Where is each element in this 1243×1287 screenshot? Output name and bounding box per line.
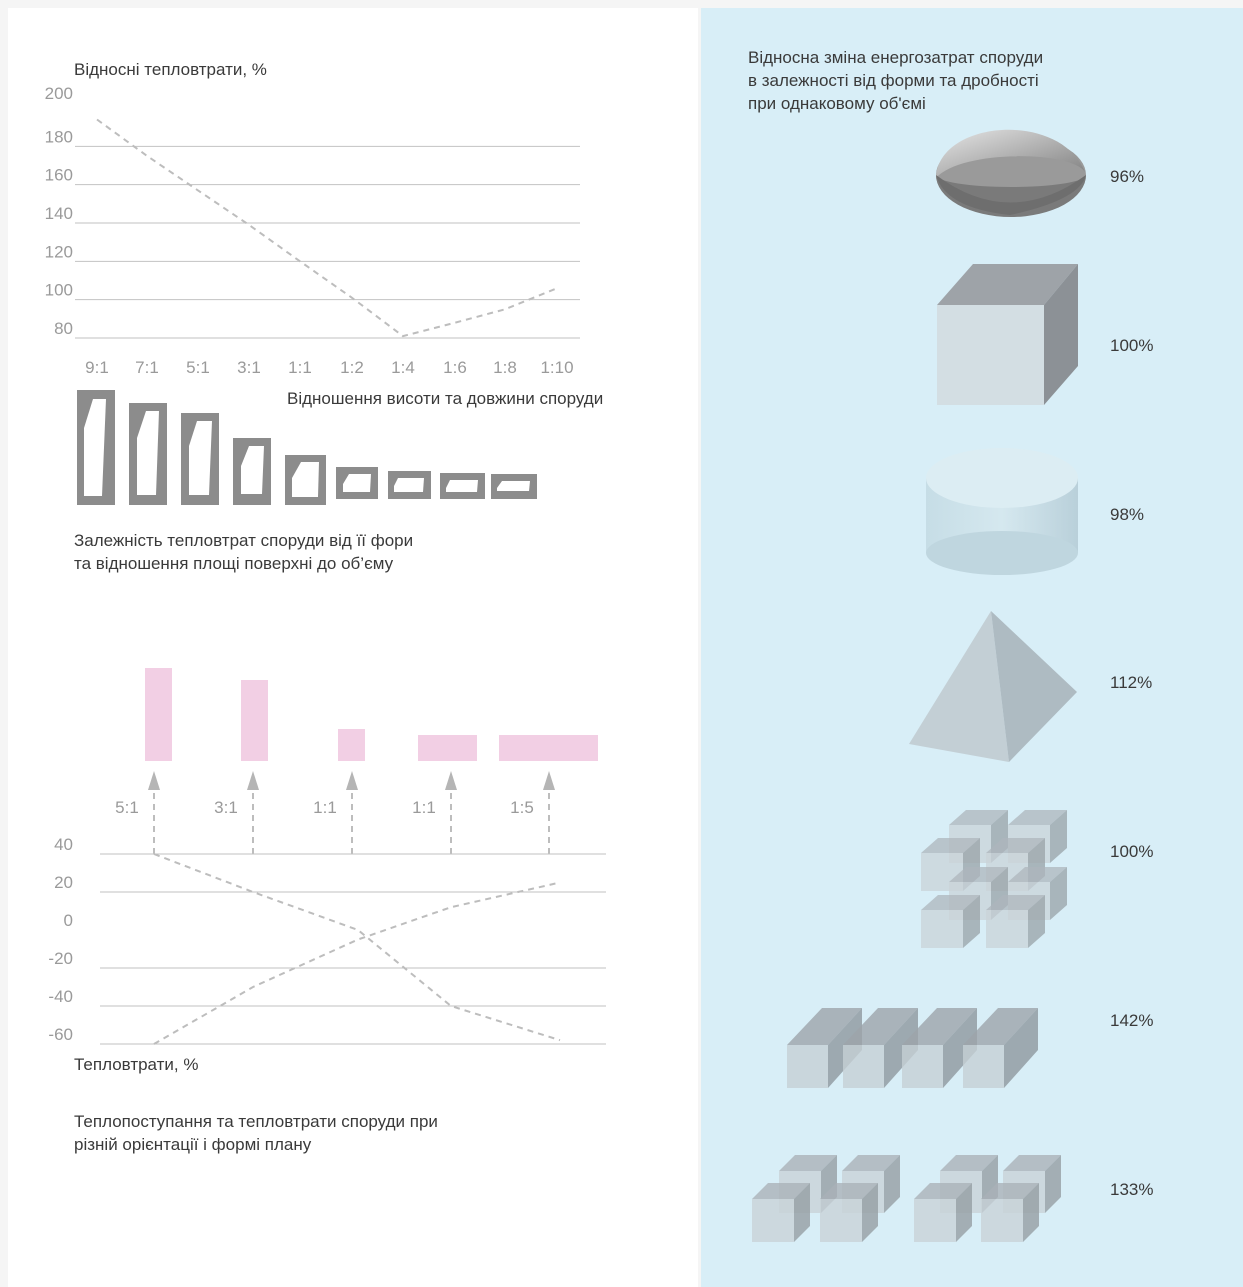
category-label-0: 5:1 — [115, 798, 139, 817]
plan-bar-1-5 — [499, 735, 598, 761]
category-label-3: 1:1 — [412, 798, 436, 817]
category-label-4: 1:5 — [510, 798, 534, 817]
section-shape-1-4 — [388, 471, 431, 499]
x-tick-9:1: 9:1 — [85, 358, 109, 377]
shape-label-cylinder: 98% — [1110, 505, 1144, 524]
shapes-title-line1: Відносна зміна енергозатрат споруди — [748, 48, 1043, 67]
shapes-title-line3: при однаковому об'ємі — [748, 94, 926, 113]
x-tick-3:1: 3:1 — [237, 358, 261, 377]
chart2-ylabel: Тепловтрати, % — [74, 1055, 198, 1074]
cube-shape — [937, 264, 1078, 405]
left-panel — [8, 8, 698, 1287]
chart2-caption-line1: Теплопоступання та тепловтрати споруди п… — [74, 1112, 438, 1131]
chart1-caption-line2: та відношення площі поверхні до об’єму — [74, 554, 394, 573]
plan-shape-bars — [145, 668, 598, 761]
chart1-caption-line1: Залежність тепловтрат споруди від її фор… — [74, 531, 413, 550]
cylinder-shape — [926, 448, 1078, 575]
category-label-2: 1:1 — [313, 798, 337, 817]
arrow-head-3 — [445, 771, 457, 790]
chart1-xlabel: Відношення висоти та довжини споруди — [287, 389, 603, 408]
y-tick-120: 120 — [45, 242, 73, 261]
x-tick-1:8: 1:8 — [493, 358, 517, 377]
cube-row-shape — [787, 1008, 1038, 1088]
y2-tick-0: 0 — [64, 911, 73, 930]
pyramid-shape — [909, 611, 1077, 762]
chart2-series — [153, 853, 561, 1045]
section-shape-1-6 — [440, 473, 485, 499]
shape-label-cube: 100% — [1110, 336, 1153, 355]
y2-tick--60: -60 — [48, 1025, 73, 1044]
y2-tick--40: -40 — [48, 987, 73, 1006]
y2-tick--20: -20 — [48, 949, 73, 968]
chart1-series-line — [96, 118, 558, 338]
arrow-head-0 — [148, 771, 160, 790]
section-shape-3-1 — [233, 438, 271, 505]
x-tick-5:1: 5:1 — [186, 358, 210, 377]
chart2-caption-line2: різній орієнтації і формі плану — [74, 1135, 312, 1154]
category-label-1: 3:1 — [214, 798, 238, 817]
y2-tick-20: 20 — [54, 873, 73, 892]
shape-label-hemisphere: 96% — [1110, 167, 1144, 186]
shape-label-cube-row: 142% — [1110, 1011, 1153, 1030]
chart2-grid — [100, 853, 606, 1045]
section-shape-7-1 — [129, 403, 167, 505]
x-tick-7:1: 7:1 — [135, 358, 159, 377]
chart1-grid — [75, 145, 580, 339]
hemisphere-shape — [936, 129, 1086, 217]
arrow-head-4 — [543, 771, 555, 790]
chart2-series-line-1 — [153, 881, 561, 1045]
section-shape-5-1 — [181, 413, 219, 505]
chart2-series-line-0 — [153, 853, 561, 1042]
y-tick-100: 100 — [45, 281, 73, 300]
y2-tick-40: 40 — [54, 835, 73, 854]
y-tick-160: 160 — [45, 166, 73, 185]
heat-loss-ratio-chart: Відносні тепловтрати, % 200 180 160 140 120 1… — [45, 60, 604, 573]
shape-label-cube-pairs: 133% — [1110, 1180, 1153, 1199]
section-shape-1-8 — [491, 474, 537, 499]
x-tick-1:10: 1:10 — [540, 358, 573, 377]
shape-label-cube-cluster: 100% — [1110, 842, 1153, 861]
plan-bar-1-1-wide — [418, 735, 477, 761]
y-tick-80: 80 — [54, 319, 73, 338]
y-tick-140: 140 — [45, 204, 73, 223]
x-tick-1:2: 1:2 — [340, 358, 364, 377]
arrow-head-1 — [247, 771, 259, 790]
building-section-shapes — [77, 390, 537, 505]
chart1-ylabel: Відносні тепловтрати, % — [74, 60, 267, 79]
shape-label-pyramid: 112% — [1110, 673, 1152, 692]
y-tick-200: 200 — [45, 84, 73, 103]
plan-bar-1-1-small — [338, 729, 365, 761]
y-tick-180: 180 — [45, 127, 73, 146]
cube-cluster-shape — [921, 810, 1067, 948]
section-shape-9-1 — [77, 390, 115, 505]
cube-pairs-shape — [752, 1155, 1061, 1242]
x-tick-1:6: 1:6 — [443, 358, 467, 377]
plan-bar-3-1 — [241, 680, 268, 761]
chart1-x-ticks: 9:1 7:1 5:1 3:1 1:1 1:2 1:4 1:6 1:8 1:10 — [85, 358, 573, 377]
orientation-heat-chart: 5:1 3:1 1:1 1:1 1:5 40 20 0 -20 -40 -60 Тепловтра… — [48, 668, 606, 1154]
x-tick-1:1: 1:1 — [288, 358, 312, 377]
chart2-category-labels: 5:1 3:1 1:1 1:1 1:5 — [115, 798, 534, 817]
shapes-title-line2: в залежності від форми та дробності — [748, 71, 1039, 90]
plan-bar-5-1 — [145, 668, 172, 761]
arrow-head-2 — [346, 771, 358, 790]
chart1-series — [96, 118, 558, 338]
shape-energy-chart: Відносна зміна енергозатрат споруди в за… — [748, 48, 1153, 1242]
chart2-y-ticks: 40 20 0 -20 -40 -60 — [48, 835, 73, 1044]
chart1-y-ticks: 200 180 160 140 120 100 80 — [45, 84, 73, 338]
section-shape-1-1 — [285, 455, 326, 505]
x-tick-1:4: 1:4 — [391, 358, 415, 377]
chart2-arrows — [148, 771, 555, 854]
section-shape-1-2 — [336, 467, 378, 499]
